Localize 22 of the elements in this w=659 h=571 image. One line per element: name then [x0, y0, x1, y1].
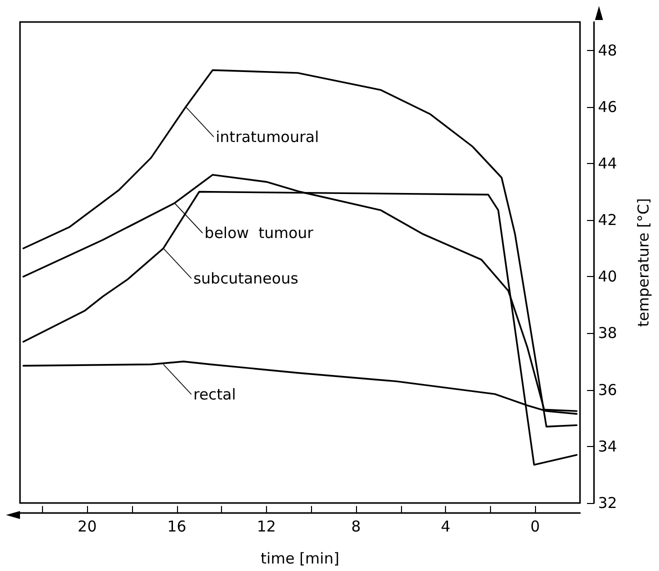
- x-axis-title: time [min]: [260, 550, 340, 568]
- y-tick-label: 46: [598, 98, 618, 116]
- x-tick-label: 8: [351, 518, 361, 536]
- y-tick-label: 38: [598, 324, 618, 342]
- x-tick-label: 16: [167, 518, 186, 536]
- y-tick-label: 44: [598, 154, 618, 172]
- x-tick-label: 12: [256, 518, 276, 536]
- annotation: intratumoural: [216, 128, 319, 146]
- y-tick-label: 42: [598, 211, 618, 230]
- y-tick-label: 34: [598, 437, 618, 456]
- x-tick-label: 20: [78, 518, 97, 536]
- y-tick-label: 48: [598, 41, 618, 60]
- y-tick-label: 40: [598, 268, 618, 286]
- y-tick-label: 36: [598, 380, 618, 399]
- line-series: [22, 69, 578, 428]
- annotation: below tumour: [204, 224, 314, 242]
- y-tick-label: 32: [598, 494, 618, 512]
- x-tick-label: 4: [440, 518, 450, 536]
- x-tick-label: 0: [530, 518, 540, 536]
- annotation: rectal: [193, 385, 236, 404]
- annotation: subcutaneous: [193, 269, 298, 288]
- y-axis-title: temperature [°C]: [634, 198, 652, 327]
